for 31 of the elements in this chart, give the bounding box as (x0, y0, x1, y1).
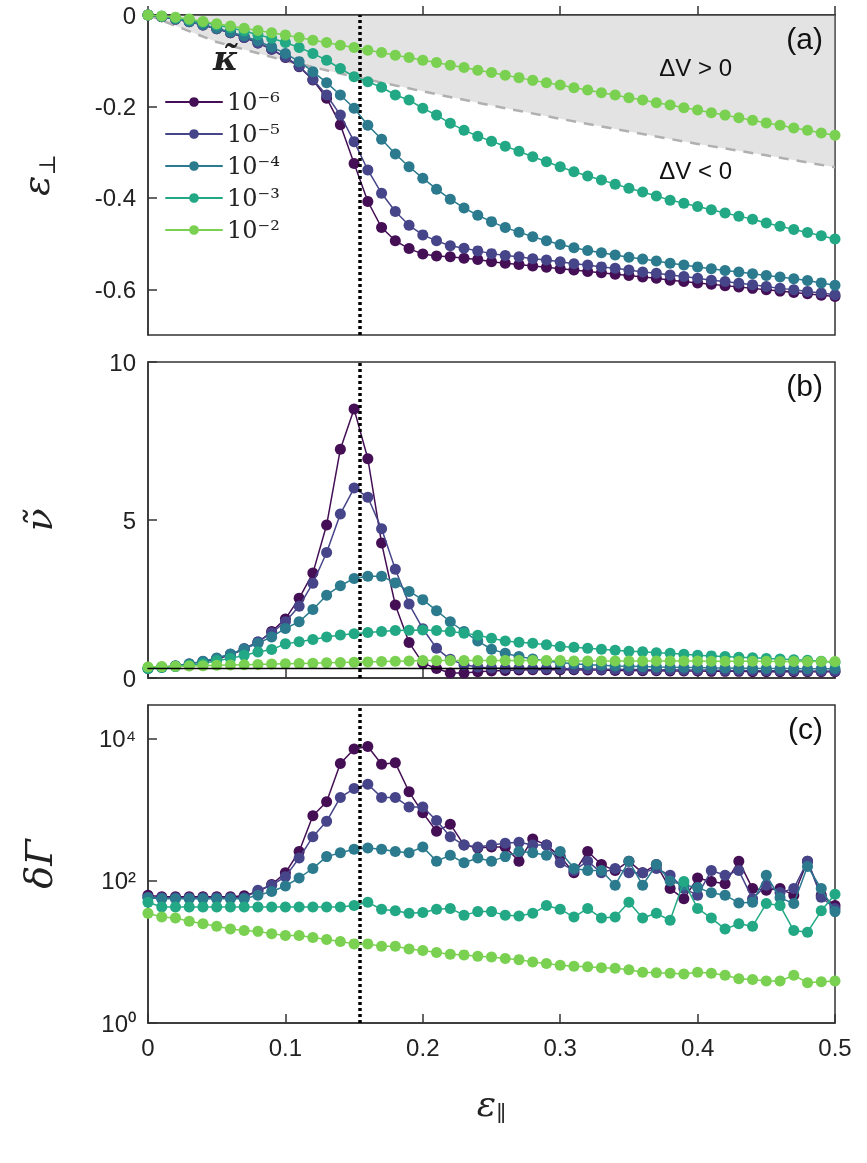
y-axis-title: δΓ (17, 837, 61, 889)
annotation: ΔV < 0 (659, 156, 733, 184)
y-axis-title: ε⊥ (14, 154, 60, 196)
x-tick-label: 0.2 (406, 1033, 440, 1061)
y-tick-label: 0 (122, 1, 136, 29)
y-tick-label: -0.4 (94, 184, 136, 212)
legend-label: 10⁻⁶ (227, 88, 280, 116)
annotation: (b) (786, 368, 824, 402)
y-tick-label: -0.2 (94, 92, 136, 120)
x-tick-label: 0.4 (680, 1033, 715, 1061)
x-tick-label: 0.3 (543, 1033, 577, 1061)
y-tick-label: 10 (109, 348, 136, 376)
y-tick-label: 10⁰ (101, 1009, 136, 1037)
annotation: (c) (788, 711, 823, 745)
legend-title: κ̃ (212, 38, 239, 78)
legend-label: 10⁻² (227, 216, 280, 244)
y-tick-label: 10² (101, 867, 137, 895)
legend-label: 10⁻⁵ (227, 120, 280, 148)
y-tick-label: 10⁴ (98, 725, 136, 753)
annotation: (a) (786, 21, 824, 55)
legend-label: 10⁻³ (227, 184, 280, 212)
x-tick-label: 0.5 (818, 1033, 852, 1061)
x-tick-label: 0.1 (268, 1033, 303, 1061)
legend-label: 10⁻⁴ (227, 152, 280, 180)
x-tick-label: 0 (141, 1033, 155, 1061)
y-tick-label: 0 (122, 664, 136, 692)
annotation: ΔV > 0 (659, 53, 733, 81)
y-tick-label: -0.6 (94, 275, 136, 303)
y-tick-label: 5 (122, 506, 136, 534)
y-axis-title: ν̃ (17, 508, 61, 532)
x-axis-title: ε∥ (476, 1083, 507, 1127)
